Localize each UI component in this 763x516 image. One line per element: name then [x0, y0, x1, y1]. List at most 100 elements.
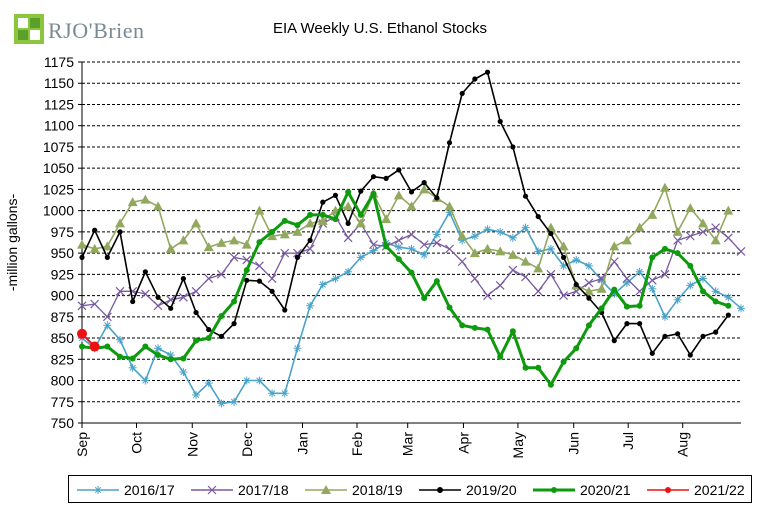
- data-point: [345, 188, 352, 195]
- x-tick-label: Dec: [239, 432, 255, 457]
- data-point: [255, 376, 264, 385]
- legend-item: 2018/19: [305, 482, 403, 498]
- data-point: [737, 304, 745, 313]
- data-point: [331, 274, 340, 283]
- data-point: [546, 269, 556, 279]
- data-point: [191, 286, 201, 296]
- data-point: [395, 256, 402, 263]
- data-point: [547, 381, 554, 388]
- data-point: [484, 69, 491, 75]
- data-point: [510, 144, 516, 150]
- legend-entries: 2016/17 2017/18 2018/19 2019/20 2020/21 2021/…: [77, 482, 745, 498]
- data-point: [649, 350, 655, 356]
- x-tick-label: Sep: [74, 432, 90, 457]
- y-tick-label: 825: [51, 351, 75, 367]
- data-point: [609, 257, 619, 267]
- data-point: [167, 356, 174, 363]
- data-point: [433, 278, 440, 285]
- legend-swatch-marker: [437, 487, 443, 493]
- data-point: [356, 253, 365, 262]
- legend-swatch-marker: [321, 485, 331, 494]
- data-point: [79, 254, 85, 260]
- data-point: [193, 337, 200, 344]
- data-point: [713, 329, 719, 335]
- data-point: [102, 241, 113, 251]
- data-point: [77, 301, 87, 311]
- data-point: [445, 244, 454, 254]
- data-point: [573, 281, 579, 288]
- data-point: [256, 278, 263, 284]
- data-point: [407, 244, 416, 253]
- data-point: [269, 288, 275, 294]
- data-point: [420, 250, 429, 259]
- data-point: [191, 218, 202, 228]
- data-point: [662, 333, 668, 339]
- data-point: [231, 298, 238, 305]
- y-tick-label: 1000: [43, 203, 74, 219]
- data-point: [647, 275, 657, 285]
- data-point: [155, 294, 161, 300]
- data-point: [192, 390, 201, 399]
- data-point: [89, 341, 100, 352]
- data-point: [535, 364, 542, 371]
- legend-item: 2017/18: [191, 482, 289, 498]
- data-point: [179, 368, 188, 377]
- data-point: [129, 355, 136, 362]
- data-point: [675, 331, 681, 337]
- data-point: [459, 322, 466, 329]
- data-point: [533, 286, 543, 296]
- series-line: [81, 71, 729, 356]
- data-point: [482, 243, 493, 253]
- x-tick-label: Feb: [349, 432, 365, 456]
- data-point: [585, 322, 592, 329]
- series-2020-21: [79, 188, 732, 388]
- data-point: [647, 209, 658, 219]
- data-point: [446, 304, 453, 311]
- data-point: [496, 227, 505, 236]
- y-tick-label: 1025: [43, 181, 74, 197]
- data-point: [685, 203, 696, 213]
- data-point: [522, 193, 529, 199]
- data-point: [533, 263, 544, 273]
- data-point: [408, 189, 415, 195]
- y-tick-label: 925: [51, 266, 75, 282]
- data-point: [725, 312, 731, 318]
- data-point: [218, 312, 225, 319]
- data-point: [320, 199, 326, 205]
- data-point: [102, 312, 112, 322]
- y-tick-label: 1050: [43, 160, 74, 176]
- legend-label: 2018/19: [352, 482, 403, 498]
- data-point: [560, 254, 567, 260]
- data-point: [77, 239, 87, 249]
- data-point: [736, 246, 746, 256]
- data-point: [637, 321, 643, 327]
- y-tick-label: 1125: [44, 96, 74, 112]
- data-point: [370, 174, 377, 180]
- legend-label: 2020/21: [580, 482, 631, 498]
- legend-label: 2019/20: [466, 482, 517, 498]
- data-point: [142, 343, 149, 350]
- data-point: [697, 218, 708, 228]
- data-point: [205, 335, 212, 342]
- logo-wordmark: RJO'Brien: [48, 18, 145, 43]
- data-point: [243, 267, 250, 274]
- data-point: [434, 195, 440, 201]
- data-point: [573, 345, 580, 352]
- chart-plot: 750 775 800 825 850 875 900 925 950 975 1000 1025 10…: [4, 54, 746, 458]
- data-point: [635, 267, 644, 276]
- data-point: [611, 286, 618, 293]
- rjo-brien-logo-mark-icon: [14, 14, 44, 44]
- data-point: [358, 188, 364, 194]
- data-point: [560, 358, 567, 365]
- legend-label: 2021/22: [694, 482, 745, 498]
- data-point: [180, 355, 187, 362]
- data-point: [305, 244, 315, 254]
- x-tick-label: Jul: [620, 432, 636, 450]
- data-point: [244, 277, 250, 283]
- y-tick-label: 850: [51, 330, 75, 346]
- data-point: [267, 231, 278, 241]
- data-point: [293, 344, 302, 353]
- data-point: [546, 244, 555, 253]
- data-point: [383, 243, 390, 250]
- data-point: [724, 293, 733, 302]
